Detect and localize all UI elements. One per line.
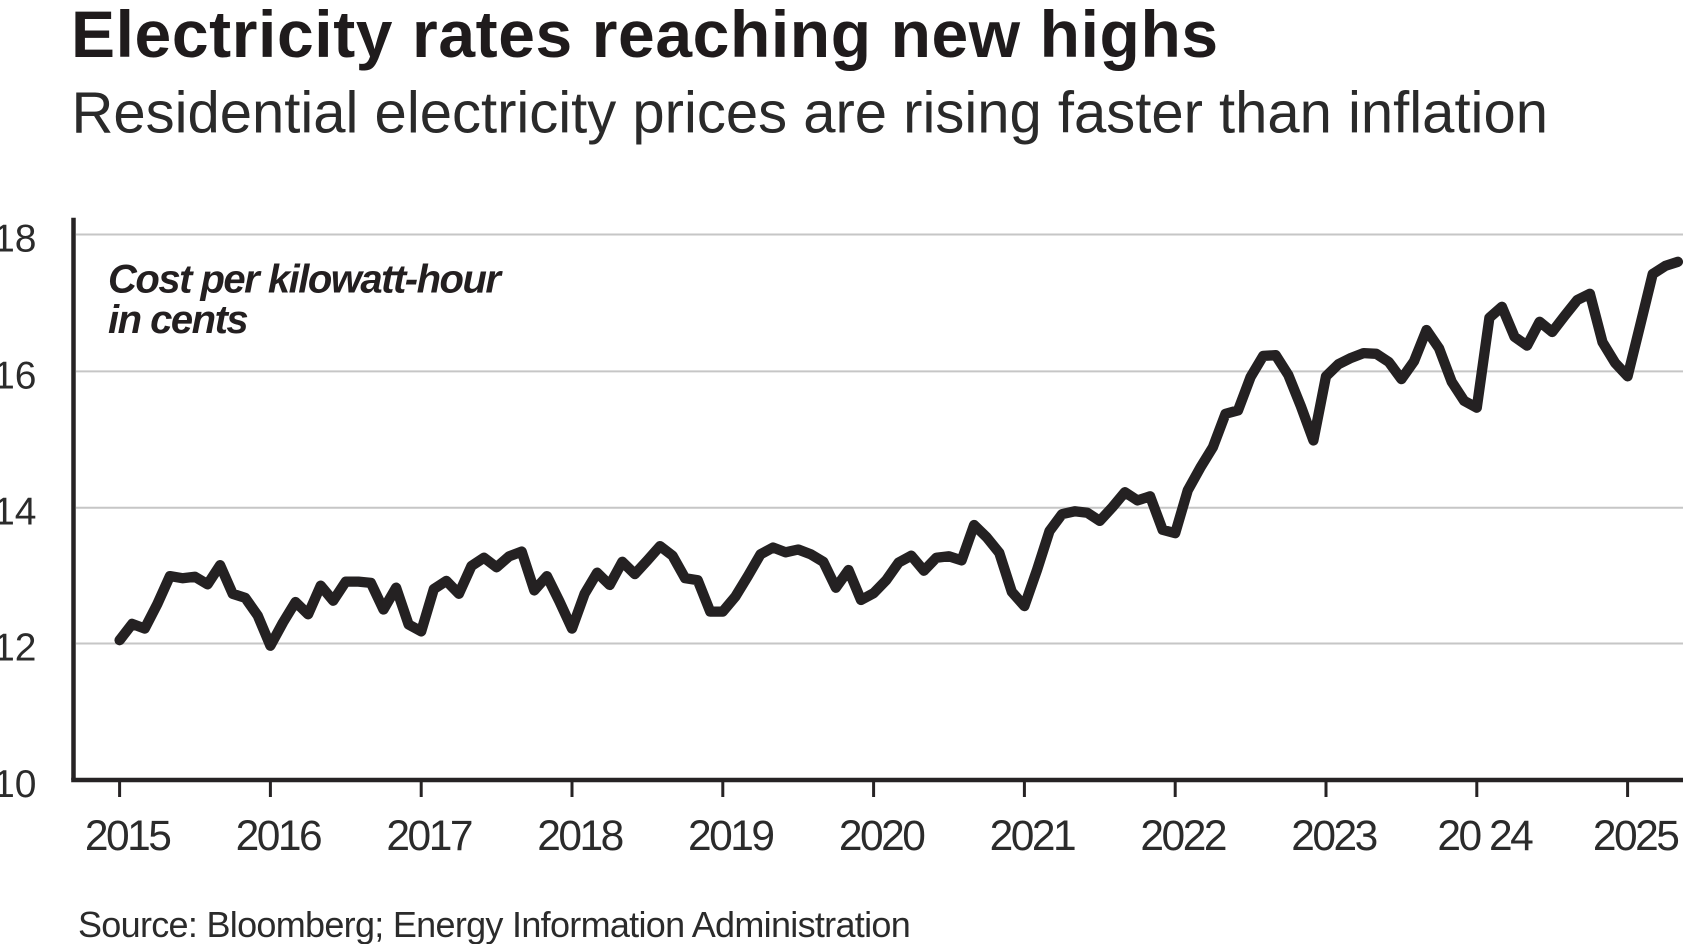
svg-text:Source: Bloomberg; Energy Info: Source: Bloomberg; Energy Information Ad… — [78, 904, 910, 944]
svg-text:Cost per kilowatt-hour: Cost per kilowatt-hour — [108, 258, 503, 302]
svg-text:10: 10 — [0, 763, 37, 806]
svg-text:2016: 2016 — [236, 813, 321, 860]
svg-text:in cents: in cents — [108, 298, 247, 342]
svg-text:2015: 2015 — [85, 813, 170, 860]
svg-text:18: 18 — [0, 218, 37, 261]
svg-text:16: 16 — [0, 354, 37, 397]
svg-text:2022: 2022 — [1140, 813, 1225, 860]
svg-text:2020: 2020 — [839, 813, 924, 860]
svg-text:12: 12 — [0, 627, 37, 670]
svg-text:2023: 2023 — [1291, 813, 1376, 860]
svg-text:Electricity rates reaching new: Electricity rates reaching new highs — [71, 0, 1219, 71]
svg-text:2025: 2025 — [1593, 813, 1678, 860]
svg-text:2017: 2017 — [386, 813, 471, 860]
svg-text:Residential electricity prices: Residential electricity prices are risin… — [72, 81, 1548, 146]
svg-text:2018: 2018 — [537, 813, 622, 860]
svg-text:14: 14 — [0, 491, 37, 534]
svg-text:2021: 2021 — [990, 813, 1075, 860]
svg-text:20 24: 20 24 — [1437, 813, 1533, 860]
svg-text:2019: 2019 — [688, 813, 773, 860]
